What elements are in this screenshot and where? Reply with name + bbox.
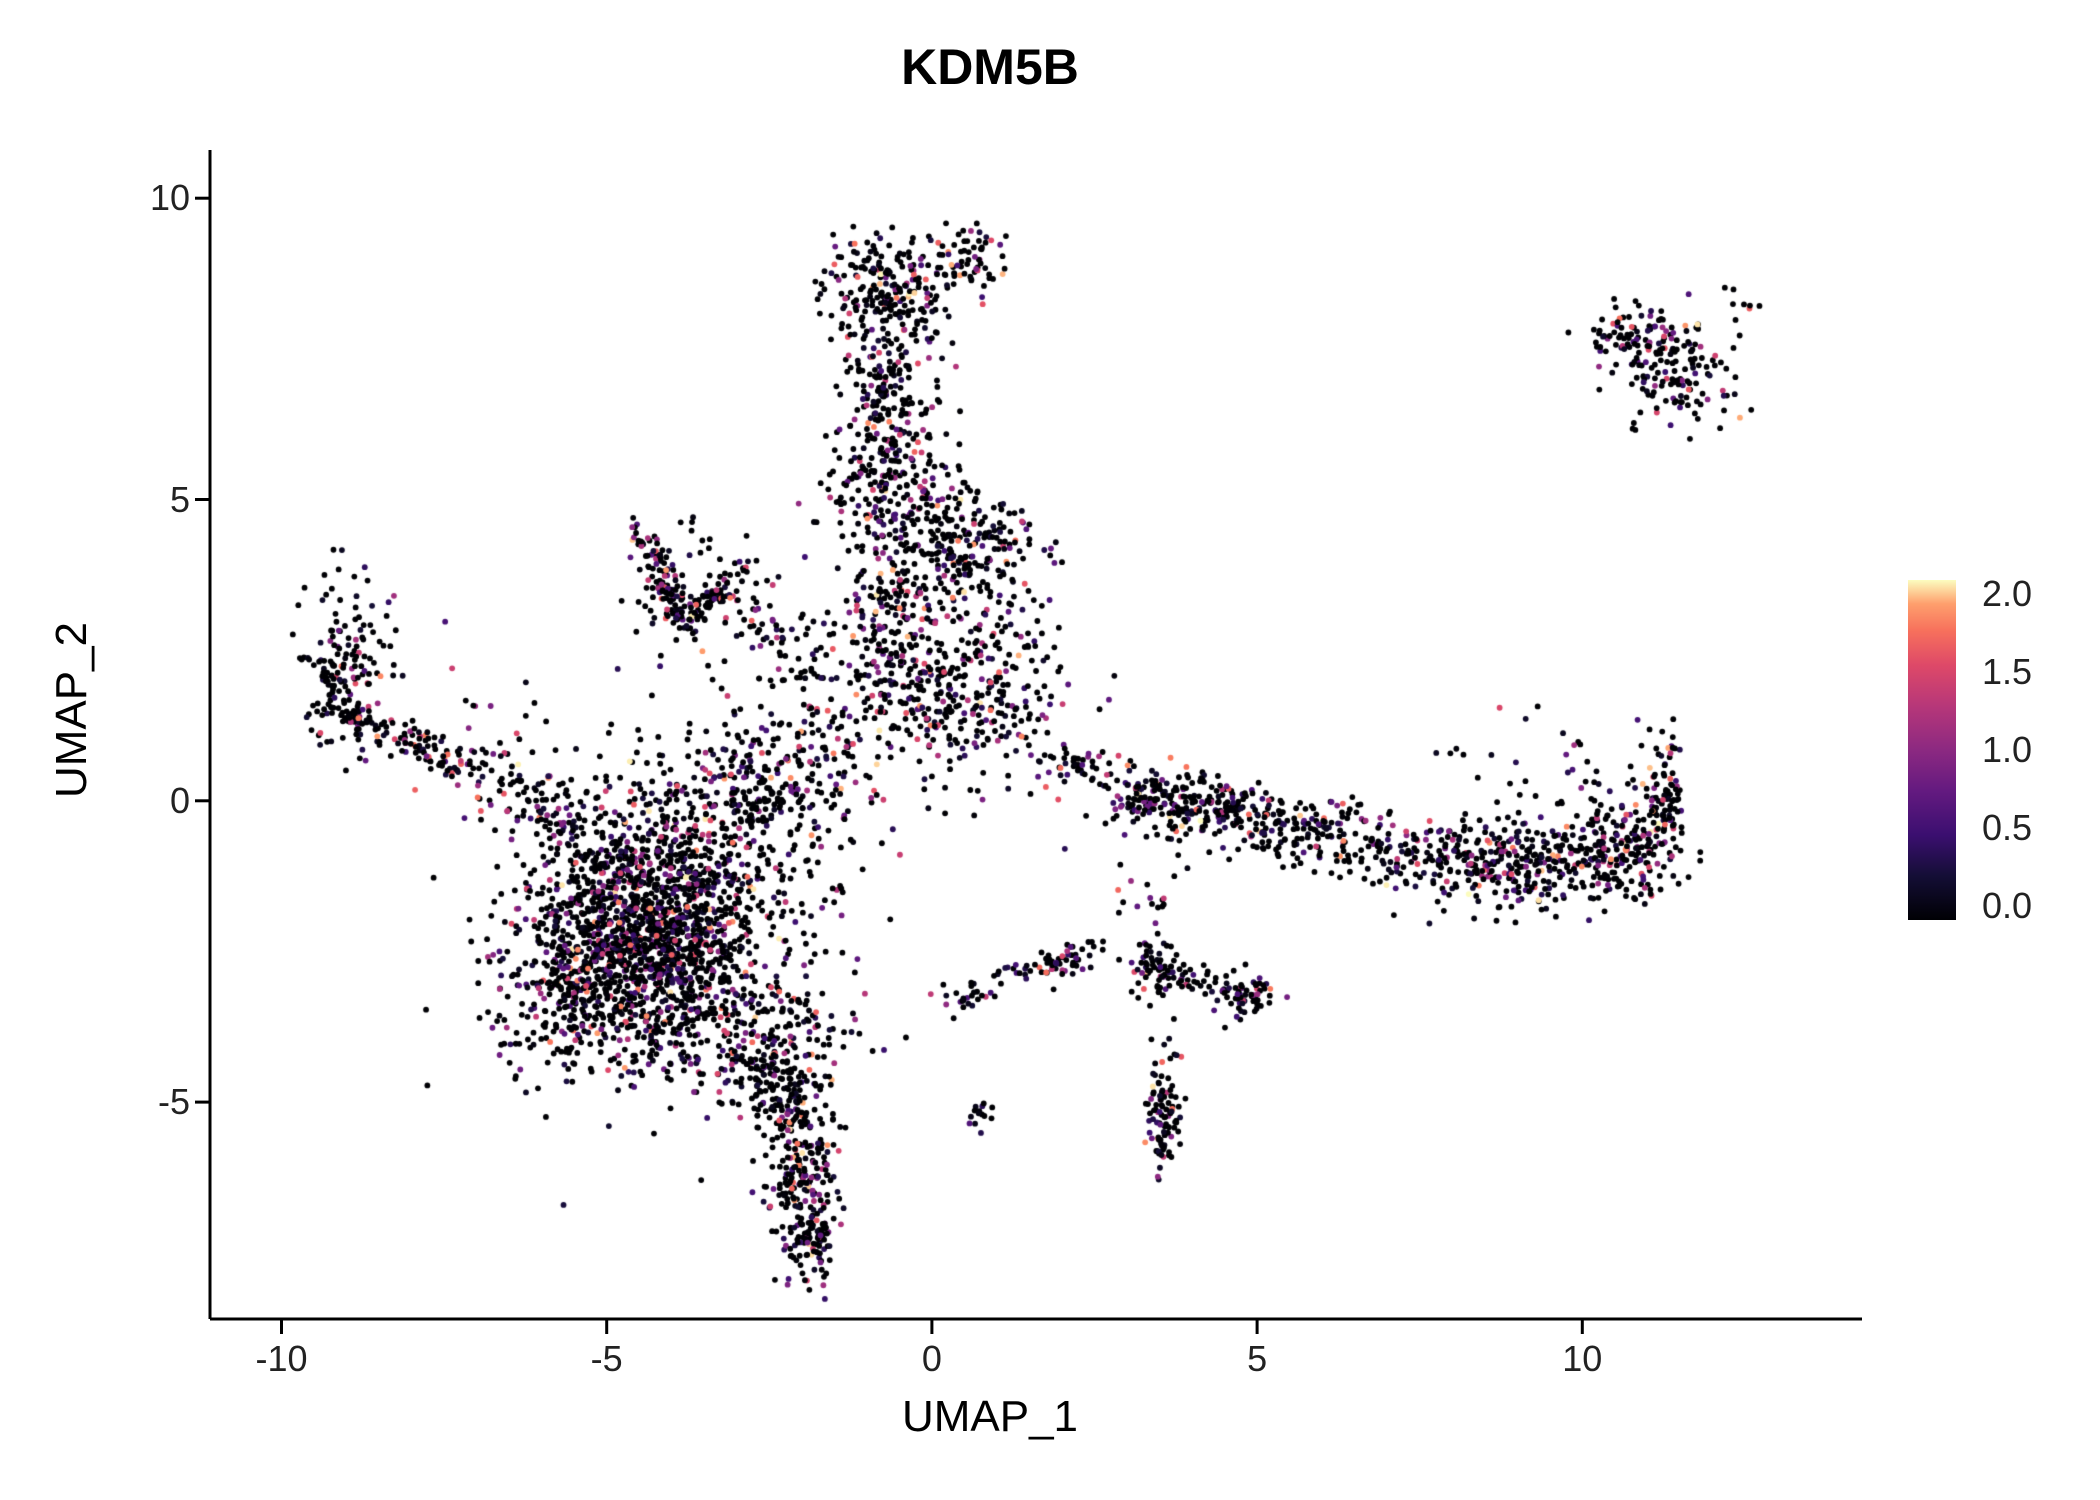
- y-tick-label: 10: [149, 177, 190, 219]
- x-tick-label: 5: [1247, 1338, 1268, 1379]
- plot-title: KDM5B: [901, 39, 1079, 95]
- colorbar-gradient: [1908, 580, 1956, 920]
- y-tick-label: 0: [169, 779, 190, 821]
- legend-tick-label: 0.0: [1982, 885, 2033, 926]
- legend-tick-label: 0.5: [1982, 807, 2033, 848]
- y-tick-label: -5: [157, 1081, 190, 1123]
- y-tick-label: 5: [169, 478, 190, 520]
- x-tick-label: 0: [921, 1338, 942, 1379]
- y-axis-title: UMAP_2: [47, 621, 96, 799]
- legend-tick-label: 1.0: [1982, 729, 2033, 770]
- x-tick-label: 10: [1562, 1338, 1603, 1379]
- x-axis-title: UMAP_1: [901, 1392, 1079, 1441]
- legend-tick-label: 2.0: [1982, 573, 2033, 614]
- x-tick-label: -5: [590, 1338, 623, 1379]
- legend-tick-label: 1.5: [1982, 651, 2033, 692]
- x-tick-label: -10: [255, 1338, 308, 1379]
